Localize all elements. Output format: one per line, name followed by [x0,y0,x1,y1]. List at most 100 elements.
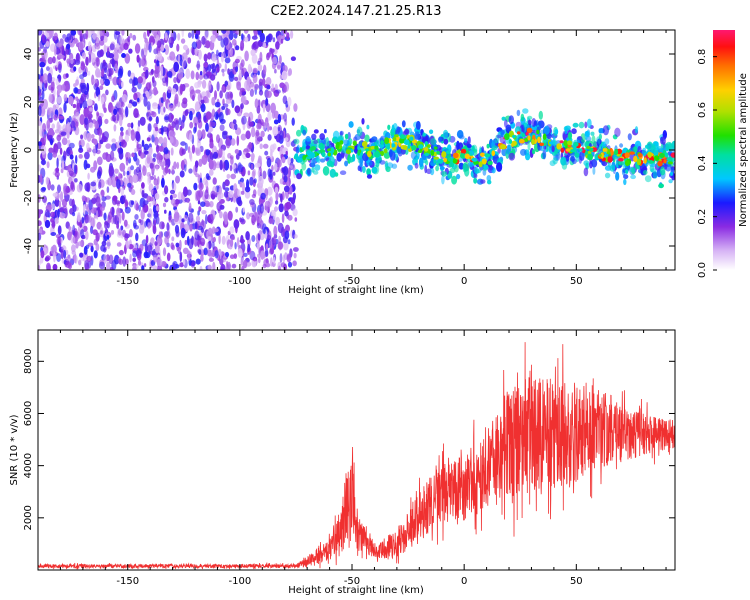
noise-cell [41,128,45,139]
noise-cell [152,224,157,235]
noise-cell [265,97,269,106]
signal-cell [322,166,330,176]
noise-cell [38,91,42,97]
noise-cell [80,228,85,239]
signal-cell [314,164,321,171]
signal-cell [307,168,311,176]
noise-cell [261,77,266,86]
noise-cell [77,212,81,223]
noise-cell [47,151,53,161]
noise-cell [221,30,227,34]
noise-cell [255,129,260,137]
noise-cell [70,181,74,190]
noise-cell [78,259,82,266]
signal-cell [366,174,373,179]
noise-cell [179,83,183,95]
noise-cell [100,78,104,85]
noise-cell [59,212,66,219]
signal-cell [424,164,428,174]
signal-peak-cell [424,152,430,156]
noise-cell [229,47,233,57]
noise-cell [222,161,226,172]
signal-cell [329,168,336,178]
noise-cell [152,265,158,270]
noise-cell [270,209,276,217]
noise-cell [257,170,261,177]
noise-cell [75,154,78,164]
noise-cell [257,155,262,165]
noise-cell [272,143,277,150]
noise-cell [234,149,240,154]
signal-cell [577,136,583,141]
noise-cell [253,178,257,184]
noise-cell [169,136,174,144]
signal-peak-cell [441,151,447,158]
noise-cell [262,103,266,113]
noise-cell [203,62,209,68]
noise-cell [126,170,130,176]
signal-peak-cell [526,127,533,134]
signal-peak-cell [527,135,531,141]
noise-cell [118,79,121,86]
noise-cell [246,76,251,86]
noise-cell [193,126,197,134]
signal-peak-cell [367,150,372,158]
noise-cell [177,53,181,63]
signal-peak-cell [411,145,417,151]
noise-cell [174,199,180,205]
noise-cell [72,224,76,236]
signal-cell [560,156,567,166]
noise-cell [226,173,231,179]
noise-cell [70,235,76,244]
noise-cell [270,148,273,159]
noise-cell [42,195,47,203]
noise-cell [118,213,122,224]
noise-cell [259,143,263,150]
noise-cell [198,182,204,191]
signal-cell [368,160,373,166]
signal-peak-cell [352,140,357,146]
noise-cell [134,148,138,153]
noise-cell [155,55,158,61]
noise-cell [194,101,200,113]
colorbar-ticks: 0.0 0.2 0.4 0.6 0.8 [697,49,717,278]
noise-cell [151,111,157,118]
noise-cell [164,196,169,203]
noise-cell [73,126,76,131]
signal-cell [313,129,319,134]
noise-cell [280,262,286,268]
noise-cell [59,191,64,202]
signal-cell [344,133,349,140]
noise-cell [56,134,62,142]
noise-cell [180,227,186,239]
noise-cell [113,51,119,61]
noise-cell [158,231,162,239]
noise-cell [90,181,96,187]
signal-cell [474,166,479,175]
noise-cell [207,82,212,91]
noise-cell [63,102,67,113]
signal-cell [500,130,504,138]
noise-cell [219,204,225,210]
noise-cell [118,249,124,256]
noise-cell [127,35,131,43]
signal-peak-cell [423,146,429,152]
noise-cell [65,249,69,256]
noise-cell [287,214,293,221]
noise-cell [195,89,201,94]
signal-cell [375,159,380,168]
noise-cell [78,41,85,51]
noise-cell [187,32,192,39]
noise-cell [158,136,164,144]
noise-cell [86,82,90,93]
noise-cell [112,114,117,122]
noise-cell [208,159,214,170]
signal-peak-cell [464,153,470,160]
noise-cell [237,248,243,258]
y-tick-label: 4000 [23,453,34,478]
noise-cell [80,62,86,71]
noise-cell [96,71,102,78]
noise-cell [84,151,90,160]
signal-peak-cell [399,137,405,144]
noise-cell [52,56,56,64]
